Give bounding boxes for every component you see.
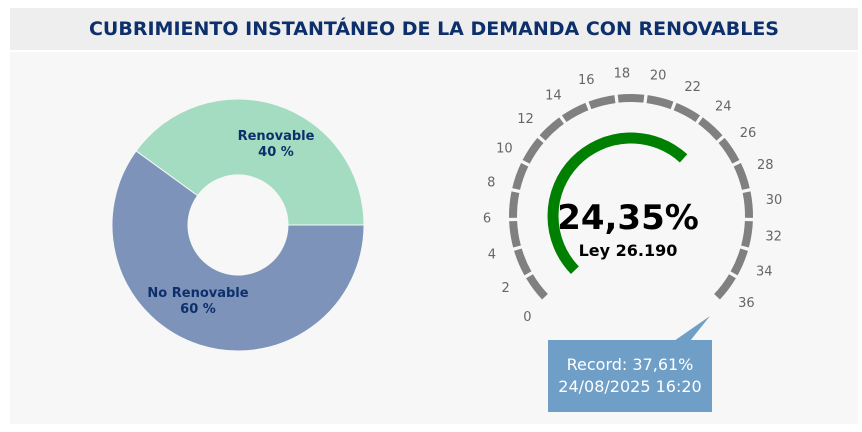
page-title: CUBRIMIENTO INSTANTÁNEO DE LA DEMANDA CO… xyxy=(88,18,779,40)
gauge-tick-label: 24 xyxy=(715,99,732,114)
donut-slice-no-renovable xyxy=(111,150,365,352)
slice-value-label: 40 % xyxy=(258,145,294,160)
record-callout: Record: 37,61% 24/08/2025 16:20 xyxy=(548,340,712,412)
gauge-tick-label: 10 xyxy=(496,141,513,156)
gauge-tick-label: 28 xyxy=(757,158,774,173)
gauge-ring-segment xyxy=(698,117,723,141)
gauge-tick-label: 32 xyxy=(765,230,782,245)
gauge-ring-segment xyxy=(526,274,548,300)
gauge-tick-label: 22 xyxy=(684,80,701,95)
gauge-ring-segment xyxy=(514,248,532,276)
record-line-2: 24/08/2025 16:20 xyxy=(558,377,702,396)
gauge-ring-segment xyxy=(730,248,748,276)
slice-value-label: 60 % xyxy=(180,302,216,317)
gauge-tick-label: 20 xyxy=(650,69,667,84)
gauge-ring-segment xyxy=(733,163,750,191)
gauge-tick-label: 36 xyxy=(738,296,755,311)
header-bar: CUBRIMIENTO INSTANTÁNEO DE LA DEMANDA CO… xyxy=(10,8,858,50)
gauge-tick-label: 14 xyxy=(545,89,562,104)
gauge-tick-label: 8 xyxy=(487,175,495,190)
gauge-tick-label: 34 xyxy=(756,265,773,280)
gauge-ring-segment xyxy=(512,163,529,191)
gauge-tick-label: 12 xyxy=(517,112,534,127)
gauge-tick-label: 2 xyxy=(502,281,510,296)
gauge-sub-label: Ley 26.190 xyxy=(579,241,678,260)
gauge-ring-segment xyxy=(522,137,544,164)
gauge-ring-segment xyxy=(741,220,753,248)
gauge-tick-label: 0 xyxy=(523,310,531,325)
gauge-ring-segment xyxy=(742,191,753,218)
gauge-ring-segment xyxy=(718,137,740,164)
gauge-tick-label: 16 xyxy=(578,73,595,88)
gauge-ring-segment xyxy=(646,95,674,110)
gauge-ring-segment xyxy=(673,102,701,123)
gauge-ring-segment xyxy=(539,117,564,141)
gauge-ring-segment xyxy=(509,191,520,218)
gauge-ring-segment xyxy=(714,274,736,300)
donut-slice-renovable xyxy=(135,98,365,226)
gauge-tick-label: 18 xyxy=(614,66,631,81)
gauge-value-arc xyxy=(547,132,688,274)
gauge-tick-label: 4 xyxy=(488,247,496,262)
slice-label: Renovable xyxy=(238,129,315,144)
gauge-ring-segment xyxy=(617,94,645,103)
gauge-tick-label: 30 xyxy=(766,193,783,208)
slice-label: No Renovable xyxy=(147,286,248,301)
gauge-ring-segment xyxy=(561,102,589,123)
gauge-value-label: 24,35% xyxy=(557,198,699,238)
record-callout-pointer xyxy=(674,316,710,341)
record-line-1: Record: 37,61% xyxy=(566,355,694,374)
gauge-ring-segment xyxy=(588,95,616,110)
gauge-tick-label: 6 xyxy=(483,211,491,226)
gauge-tick-label: 26 xyxy=(740,126,757,141)
gauge-ring-segment xyxy=(509,220,521,248)
